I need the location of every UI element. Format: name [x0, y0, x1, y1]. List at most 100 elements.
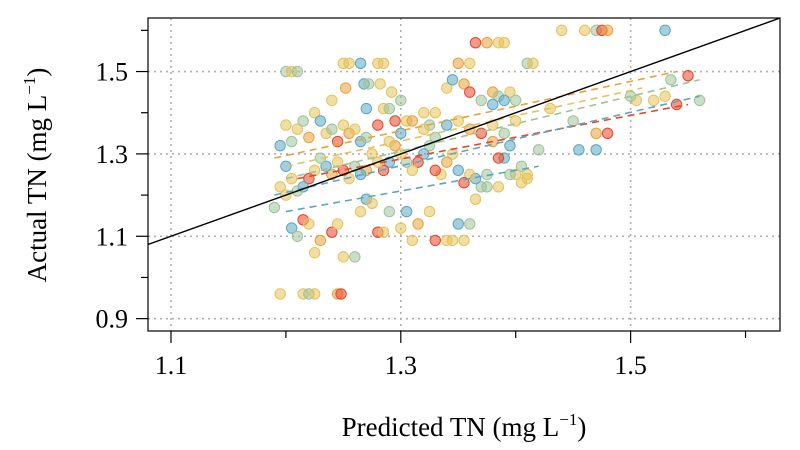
data-point	[406, 115, 418, 127]
x-tick-label: 1.3	[385, 351, 418, 380]
data-point	[395, 222, 407, 234]
data-point	[492, 152, 505, 164]
data-point	[331, 218, 344, 230]
data-point	[481, 37, 493, 49]
data-point	[555, 24, 568, 37]
data-point	[395, 94, 407, 107]
data-point	[464, 168, 476, 181]
data-point	[335, 288, 347, 300]
y-tick-label: 0.9	[96, 305, 129, 334]
data-point	[429, 107, 441, 119]
data-point	[469, 37, 482, 49]
data-point	[406, 164, 418, 177]
y-tick-label: 1.3	[96, 140, 129, 169]
data-point	[532, 144, 545, 156]
data-point	[412, 218, 424, 230]
data-point	[601, 24, 614, 37]
data-point	[458, 78, 470, 90]
data-point	[475, 94, 487, 107]
data-point	[452, 115, 464, 127]
data-point	[280, 119, 292, 131]
data-point	[377, 57, 390, 70]
data-point	[504, 139, 516, 152]
data-point	[441, 156, 453, 168]
data-point	[590, 127, 602, 140]
data-point	[285, 135, 298, 148]
data-point	[578, 24, 591, 37]
data-point	[308, 107, 321, 119]
x-axis-title: Predicted TN (mg L−1)	[342, 410, 587, 442]
grid-lines	[148, 18, 780, 331]
fit-lines	[148, 18, 780, 246]
data-point	[573, 144, 585, 156]
data-point	[349, 251, 361, 263]
fit-line	[285, 165, 539, 213]
data-point	[291, 65, 304, 78]
data-point	[285, 222, 298, 234]
x-tick-label: 1.5	[614, 351, 647, 380]
data-point	[366, 148, 378, 160]
data-point	[314, 115, 327, 127]
data-point	[366, 197, 378, 210]
data-point	[492, 181, 505, 193]
data-point	[303, 131, 315, 144]
data-point	[343, 172, 355, 185]
data-point	[303, 218, 315, 230]
data-point	[601, 127, 614, 140]
data-point	[429, 164, 441, 177]
data-point	[590, 144, 602, 156]
data-point	[331, 135, 344, 148]
data-point	[441, 119, 453, 131]
y-axis-title: Actual TN (mg L−1)	[20, 68, 52, 283]
data-point	[487, 98, 499, 111]
y-tick-label: 1.1	[96, 222, 129, 251]
fit-line	[274, 95, 700, 196]
data-point	[693, 94, 706, 107]
data-point	[383, 102, 396, 115]
y-tick-label: 1.5	[96, 58, 129, 87]
data-point	[452, 218, 464, 230]
data-point	[383, 205, 396, 218]
data-point	[406, 234, 418, 247]
data-point	[354, 57, 367, 70]
data-point	[441, 82, 453, 94]
axes: 1.1 1.3 1.5 0.9 1.1 1.3 1.5	[96, 29, 747, 380]
data-points	[268, 24, 706, 300]
data-point	[354, 205, 367, 218]
data-point	[372, 119, 384, 131]
data-point	[326, 123, 338, 135]
data-point	[291, 123, 304, 135]
data-point	[458, 177, 470, 189]
data-point	[452, 164, 464, 177]
fit-line	[285, 87, 643, 168]
data-point	[498, 94, 510, 107]
data-point	[268, 201, 281, 214]
data-point	[682, 69, 694, 82]
data-point	[389, 115, 401, 127]
data-point	[521, 172, 533, 185]
data-point	[659, 24, 671, 37]
identity-line	[148, 18, 780, 246]
x-tick-label: 1.1	[155, 351, 188, 380]
data-point	[377, 226, 390, 238]
data-point	[343, 57, 355, 70]
data-point	[331, 156, 344, 168]
data-point	[504, 86, 516, 98]
data-point	[527, 57, 539, 70]
data-point	[464, 86, 476, 98]
data-point	[647, 94, 660, 107]
data-point	[429, 234, 441, 247]
fit-line	[274, 70, 677, 159]
data-point	[326, 226, 338, 238]
data-point	[383, 135, 396, 148]
data-point	[274, 288, 286, 300]
data-point	[418, 107, 430, 119]
data-point	[469, 193, 482, 205]
data-point	[458, 234, 470, 247]
data-point	[339, 82, 352, 94]
data-point	[481, 181, 493, 193]
data-point	[337, 251, 350, 263]
data-point	[498, 127, 510, 140]
data-point	[274, 181, 286, 193]
